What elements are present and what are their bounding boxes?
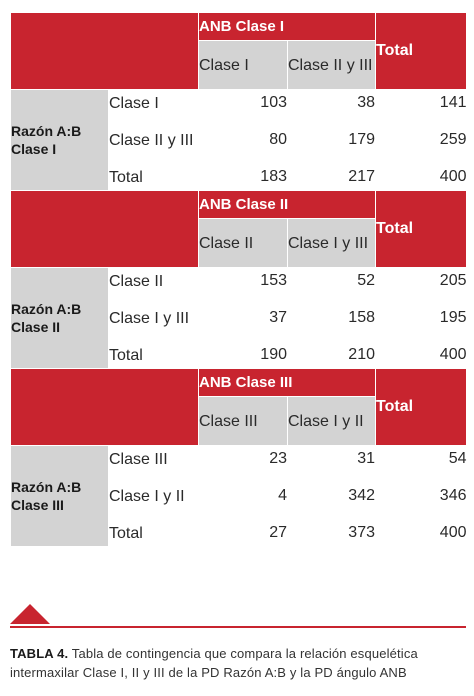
table-row: Total 190 210 400 [11,341,467,369]
caption-divider [10,626,466,628]
row-total: 141 [375,89,467,117]
row-total: 205 [375,267,467,295]
cell-value: 37 [198,294,288,342]
row-total: 400 [375,341,467,369]
total-header: Total [375,368,467,446]
row-label: Clase III [108,445,199,473]
razon-label: Razón A:B Clase III [10,445,109,547]
caption-triangle-icon [10,604,50,624]
col-header-a: Clase II [198,218,288,268]
row-label: Total [108,163,199,191]
cell-value: 210 [287,341,376,369]
cell-value: 217 [287,163,376,191]
table-row: Razón A:B Clase II Clase II 153 52 205 [10,267,467,369]
col-header-b: Clase I y III [287,218,376,268]
table-row: Clase I y II 4 342 346 [11,472,467,520]
row-label: Clase I y II [108,472,199,520]
row-label: Total [108,519,199,547]
cell-value: 158 [287,294,376,342]
col-header-a: Clase I [198,40,288,90]
cell-value: 4 [198,472,288,520]
row-label: Clase I [108,89,199,117]
cell-value: 373 [287,519,376,547]
anb-header: ANB Clase I [198,12,376,41]
table-row: Razón A:B Clase I Clase I 103 38 141 [10,89,467,191]
table-caption: TABLA 4. Tabla de contingencia que compa… [10,644,466,682]
cell-value: 190 [198,341,288,369]
header-corner [10,190,199,268]
cell-value: 38 [287,89,376,117]
header-corner [10,368,199,446]
cell-value: 23 [198,445,288,473]
anb-header: ANB Clase II [198,190,376,219]
row-total: 54 [375,445,467,473]
row-label: Total [108,341,199,369]
cell-value: 183 [198,163,288,191]
razon-label: Razón A:B Clase II [10,267,109,369]
row-label: Clase II [108,267,199,295]
row-total: 400 [375,163,467,191]
col-header-b: Clase I y II [287,396,376,446]
row-total: 195 [375,294,467,342]
row-total: 259 [375,116,467,164]
anb-header: ANB Clase III [198,368,376,397]
caption-label: TABLA 4. [10,646,69,661]
total-header: Total [375,12,467,90]
cell-value: 52 [287,267,376,295]
row-total: 346 [375,472,467,520]
cell-value: 103 [198,89,288,117]
total-header: Total [375,190,467,268]
table-row: Total 27 373 400 [11,519,467,547]
cell-value: 31 [287,445,376,473]
table-row: Razón A:B Clase III Clase III 23 31 54 [10,445,467,547]
table-row: Clase II y III 80 179 259 [11,116,467,164]
cell-value: 153 [198,267,288,295]
razon-label: Razón A:B Clase I [10,89,109,191]
contingency-table: ANB Clase I Total Clase I Clase II y III… [10,12,467,547]
cell-value: 342 [287,472,376,520]
cell-value: 27 [198,519,288,547]
cell-value: 179 [287,116,376,164]
col-header-b: Clase II y III [287,40,376,90]
header-corner [10,12,199,90]
row-label: Clase I y III [108,294,199,342]
col-header-a: Clase III [198,396,288,446]
caption-text: Tabla de contingencia que compara la rel… [10,646,418,680]
row-total: 400 [375,519,467,547]
cell-value: 80 [198,116,288,164]
row-label: Clase II y III [108,116,199,164]
